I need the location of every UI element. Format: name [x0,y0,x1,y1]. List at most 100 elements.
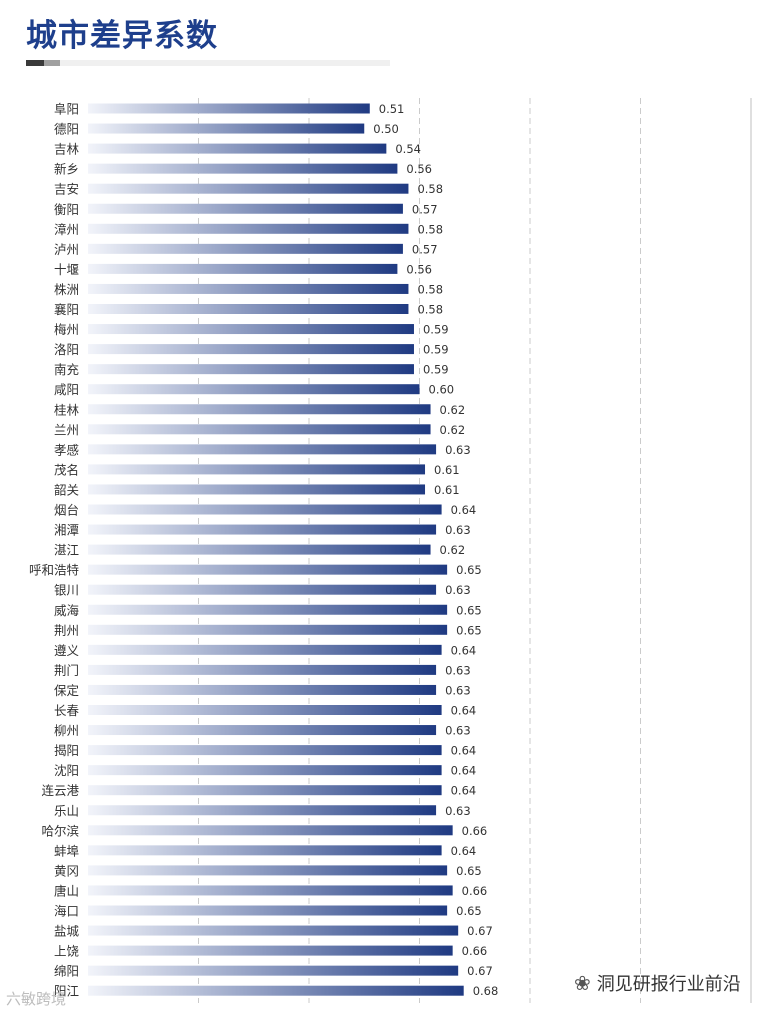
category-label: 十堰 [54,262,79,277]
category-label: 唐山 [54,883,79,898]
bar [88,203,403,214]
bar [88,965,459,976]
value-label: 0.61 [434,463,460,477]
category-label: 沈阳 [54,763,79,778]
category-label: 阳江 [54,984,79,999]
value-label: 0.66 [462,884,488,898]
value-label: 0.59 [423,323,449,337]
bar [88,765,442,776]
bar [88,103,370,114]
bar [88,845,442,856]
bar [88,464,426,475]
bar [88,504,442,515]
value-label: 0.64 [451,704,477,718]
category-label: 荆门 [54,663,79,678]
category-label: 德阳 [54,122,79,137]
bar [88,644,442,655]
category-label: 衡阳 [54,202,79,217]
category-label: 蚌埠 [54,843,79,858]
value-label: 0.51 [379,102,405,116]
category-label: 遵义 [54,643,80,658]
value-label: 0.62 [440,423,466,437]
bar [88,324,414,335]
category-label: 株洲 [54,282,79,297]
value-label: 0.64 [451,764,477,778]
value-label: 0.65 [456,623,482,637]
value-label: 0.65 [456,864,482,878]
value-label: 0.63 [445,804,471,818]
value-label: 0.61 [434,483,460,497]
title-underline-gray [44,60,60,66]
bar [88,263,398,274]
category-label: 保定 [54,683,79,698]
value-label: 0.62 [440,403,466,417]
bar [88,564,448,575]
bar [88,624,448,635]
value-label: 0.58 [417,182,443,196]
value-label: 0.59 [423,343,449,357]
value-label: 0.63 [445,683,471,697]
category-label: 吉安 [54,182,79,197]
bars: 阜阳 0.51 德阳 0.50 吉林 0.54 新乡 0.56 吉安 0.58 衡阳 0.57 漳州 0.… [29,102,498,999]
category-label: 绵阳 [54,964,79,979]
category-label: 吉林 [54,142,80,157]
bar [88,484,426,495]
value-label: 0.63 [445,724,471,738]
category-label: 威海 [54,603,80,618]
value-label: 0.67 [467,964,493,978]
bar [88,444,437,455]
bar [88,945,453,956]
bar [88,123,365,134]
value-label: 0.60 [429,383,455,397]
bar [88,725,437,736]
bar [88,664,437,675]
category-label: 桂林 [54,402,80,417]
category-label: 兰州 [54,422,79,437]
value-label: 0.65 [456,904,482,918]
category-label: 襄阳 [54,302,79,317]
bar [88,223,409,234]
bar [88,424,431,435]
bar [88,805,437,816]
value-label: 0.58 [417,222,443,236]
title-underline-dark [26,60,44,66]
bar [88,905,448,916]
left-watermark: 六敏跨境 [6,990,67,1008]
category-label: 韶关 [54,482,79,497]
value-label: 0.57 [412,242,438,256]
bar [88,705,442,715]
value-label: 0.66 [462,944,488,958]
wechat-watermark-text: 洞见研报行业前沿 [596,974,741,995]
category-label: 泸州 [54,242,79,257]
category-label: 梅州 [54,322,79,337]
category-label: 茂名 [54,462,79,477]
bar [88,604,448,615]
value-label: 0.63 [445,523,471,537]
category-label: 孝感 [54,442,79,457]
wechat-watermark: ❀ 洞见研报行业前沿 [574,970,741,996]
bar [88,865,448,876]
bar [88,163,398,174]
category-label: 银川 [54,583,79,598]
bar [88,584,437,595]
bar [88,344,414,355]
category-label: 乐山 [54,803,79,818]
value-label: 0.66 [462,824,488,838]
category-label: 柳州 [54,723,79,738]
value-label: 0.64 [451,784,477,798]
value-label: 0.54 [395,142,421,156]
bar [88,304,409,314]
value-label: 0.65 [456,563,482,577]
category-label: 盐城 [54,924,80,939]
category-label: 上饶 [54,944,80,959]
category-label: 湛江 [54,543,79,558]
category-label: 黄冈 [54,863,79,878]
value-label: 0.64 [451,503,477,517]
bar [88,404,431,415]
value-label: 0.65 [456,603,482,617]
bar [88,785,442,796]
value-label: 0.64 [451,744,477,758]
value-label: 0.58 [417,303,443,317]
category-label: 阜阳 [54,102,79,117]
category-label: 长春 [54,703,80,718]
